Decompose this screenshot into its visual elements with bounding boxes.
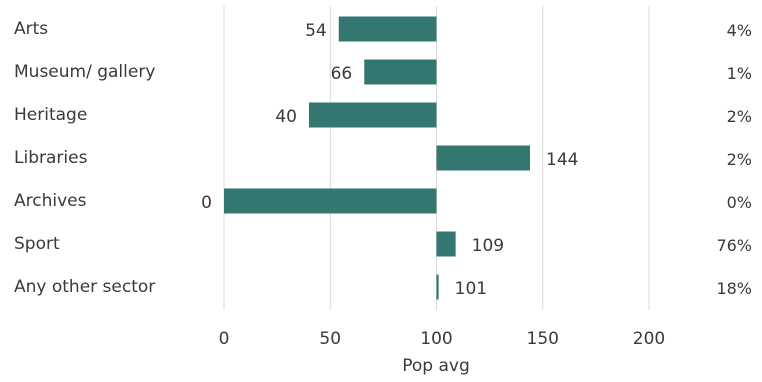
bar xyxy=(338,16,437,42)
bar xyxy=(364,59,437,85)
value-label: 144 xyxy=(546,150,578,170)
percent-labels: 4% 1% 2% 2% 0% 76% 18% xyxy=(716,21,752,298)
category-label: Archives xyxy=(14,191,87,211)
percent-label: 0% xyxy=(727,193,752,212)
category-label: Sport xyxy=(14,234,60,254)
value-label: 40 xyxy=(275,107,297,127)
value-label: 54 xyxy=(305,21,327,41)
bars xyxy=(224,16,530,300)
value-labels: 54 66 40 144 0 109 101 xyxy=(201,21,578,299)
percent-label: 18% xyxy=(716,279,752,298)
value-label: 0 xyxy=(201,193,212,213)
x-tick-labels: 0 50 100 150 200 xyxy=(219,329,666,349)
percent-label: 1% xyxy=(727,64,752,83)
bar xyxy=(436,274,439,300)
x-tick-label: 100 xyxy=(420,329,452,349)
bar xyxy=(309,102,437,128)
category-label: Any other sector xyxy=(14,277,155,297)
value-label: 101 xyxy=(455,279,487,299)
bar xyxy=(436,145,530,171)
x-tick-label: 50 xyxy=(319,329,341,349)
x-axis-label: Pop avg xyxy=(402,356,470,376)
category-label: Heritage xyxy=(14,105,87,125)
category-label: Museum/ gallery xyxy=(14,62,155,82)
percent-label: 4% xyxy=(727,21,752,40)
value-label: 109 xyxy=(472,236,504,256)
bar xyxy=(224,188,437,214)
x-tick-label: 150 xyxy=(527,329,559,349)
category-label: Arts xyxy=(14,19,48,39)
value-label: 66 xyxy=(331,64,353,84)
percent-label: 76% xyxy=(716,236,752,255)
percent-label: 2% xyxy=(727,150,752,169)
category-label: Libraries xyxy=(14,148,88,168)
bar xyxy=(436,231,456,257)
category-labels: Arts Museum/ gallery Heritage Libraries Arch… xyxy=(14,19,155,297)
x-tick-label: 0 xyxy=(219,329,230,349)
percent-label: 2% xyxy=(727,107,752,126)
x-tick-label: 200 xyxy=(633,329,665,349)
